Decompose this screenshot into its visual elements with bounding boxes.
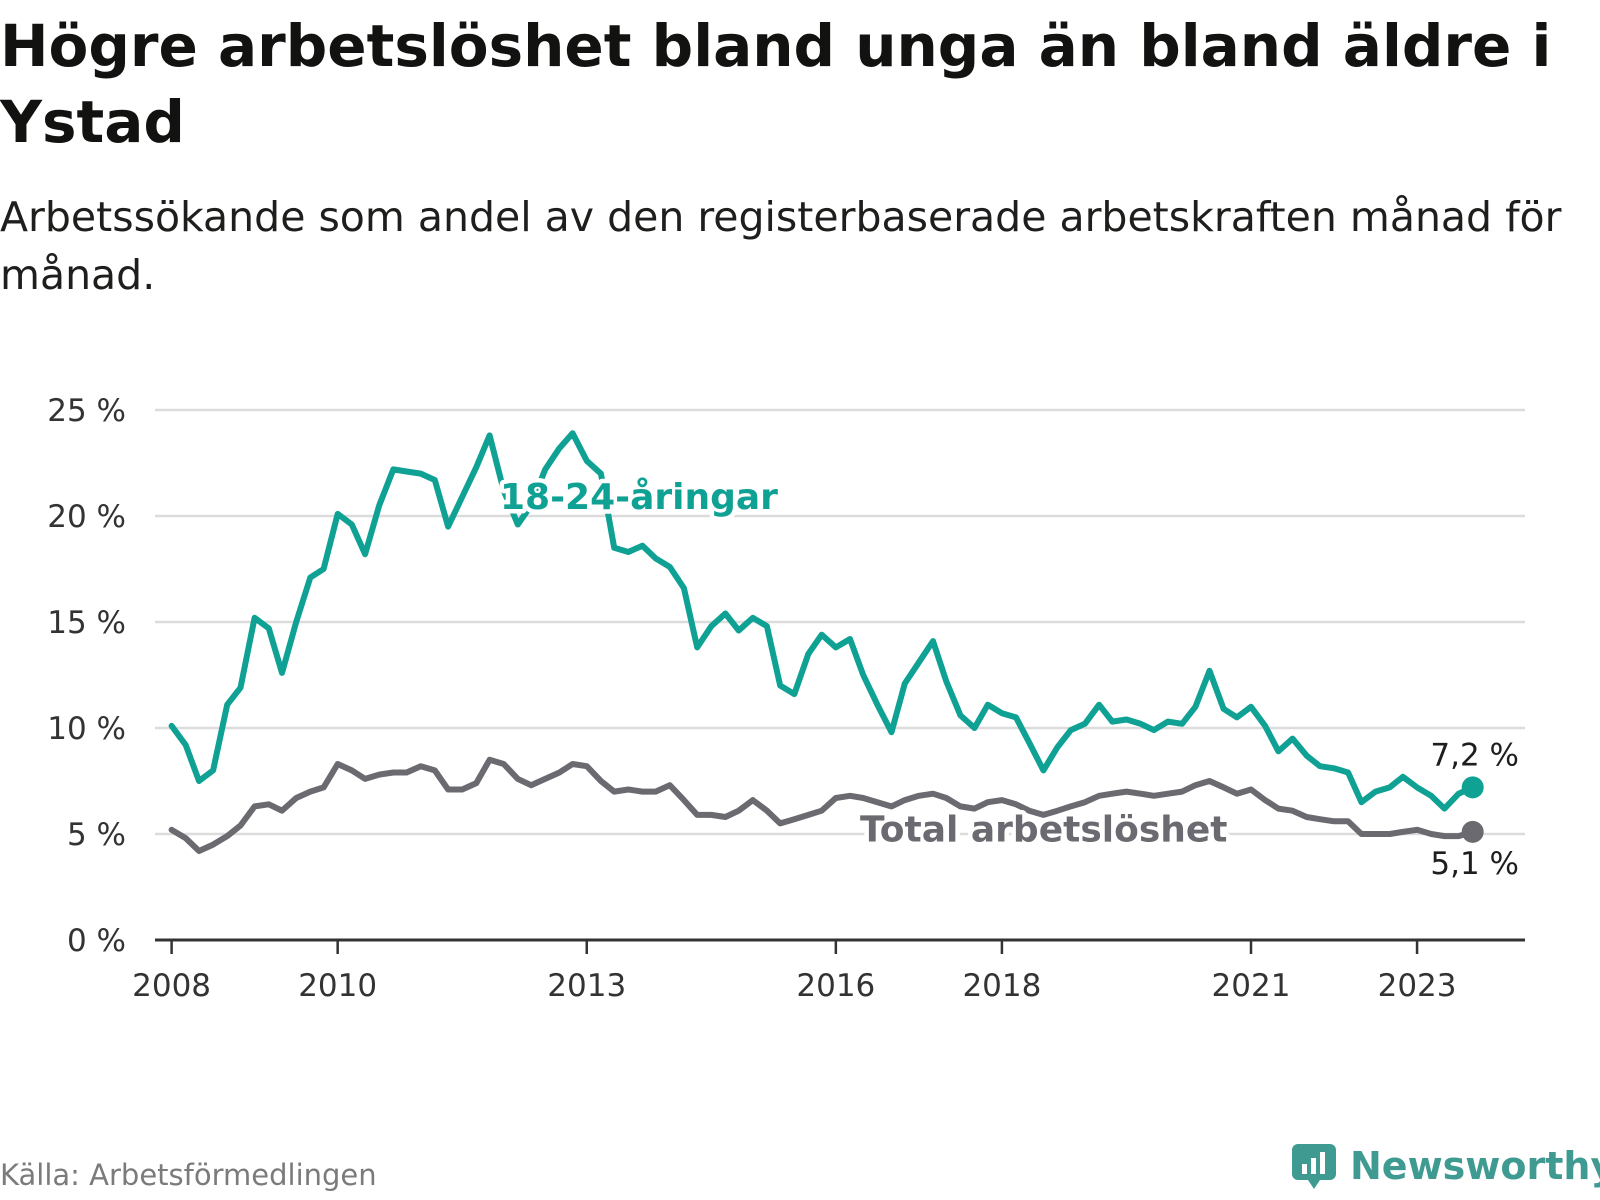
- y-tick-label: 0 %: [67, 923, 126, 959]
- gridlines: [155, 408, 1525, 836]
- chart-subtitle: Arbetssökande som andel av den registerb…: [0, 193, 1562, 299]
- label-total-halo: Total arbetslöshet: [860, 810, 1228, 851]
- series-line-total: [168, 756, 1476, 854]
- x-tick-label: 2016: [796, 968, 875, 1004]
- label-total: Total arbetslöshet: [860, 810, 1228, 851]
- y-tick-label: 15 %: [47, 605, 126, 641]
- y-axis-ticks: 0 % 5 % 10 % 15 % 20 % 25 %: [47, 393, 126, 959]
- chart-title: Högre arbetslöshet bland unga än bland ä…: [0, 12, 1552, 156]
- series-lines: [168, 430, 1484, 854]
- x-tick-label: 2021: [1212, 968, 1291, 1004]
- x-tick-label: 2010: [298, 968, 377, 1004]
- end-value-total: 5,1 %: [1430, 846, 1519, 882]
- brand-name: Newsworthy: [1350, 1144, 1600, 1188]
- source-note: Källa: Arbetsförmedlingen: [0, 1158, 377, 1192]
- end-value-youth: 7,2 %: [1430, 737, 1519, 773]
- series-line-youth: [168, 430, 1476, 812]
- line-chart: 0 %5 %10 %15 %20 %25 % 2008 2010 2013 2016 2…: [47, 393, 1525, 1004]
- x-tick-label: 2018: [962, 968, 1041, 1004]
- y-tick-label: 10 %: [47, 711, 126, 747]
- x-tick-label: 2008: [132, 968, 211, 1004]
- end-value-youth-halo: 7,2 %: [1430, 737, 1519, 773]
- end-point-total: [1461, 820, 1484, 843]
- y-tick-label: 20 %: [47, 499, 126, 535]
- end-point-youth: [1461, 776, 1484, 799]
- y-tick-label: 25 %: [47, 393, 126, 429]
- x-axis: 2008 2010 2013 2016 2018 2021 2023: [132, 938, 1525, 1004]
- label-youth: 18-24-åringar: [500, 477, 778, 518]
- x-tick-label: 2023: [1378, 968, 1457, 1004]
- newsworthy-logo-icon: [1292, 1144, 1336, 1189]
- end-value-total-halo: 5,1 %: [1430, 846, 1519, 882]
- y-tick-label: 5 %: [67, 817, 126, 853]
- x-tick-label: 2013: [547, 968, 626, 1004]
- label-youth-halo: 18-24-åringar: [500, 477, 778, 518]
- brand-logo[interactable]: Newsworthy: [1290, 1138, 1600, 1194]
